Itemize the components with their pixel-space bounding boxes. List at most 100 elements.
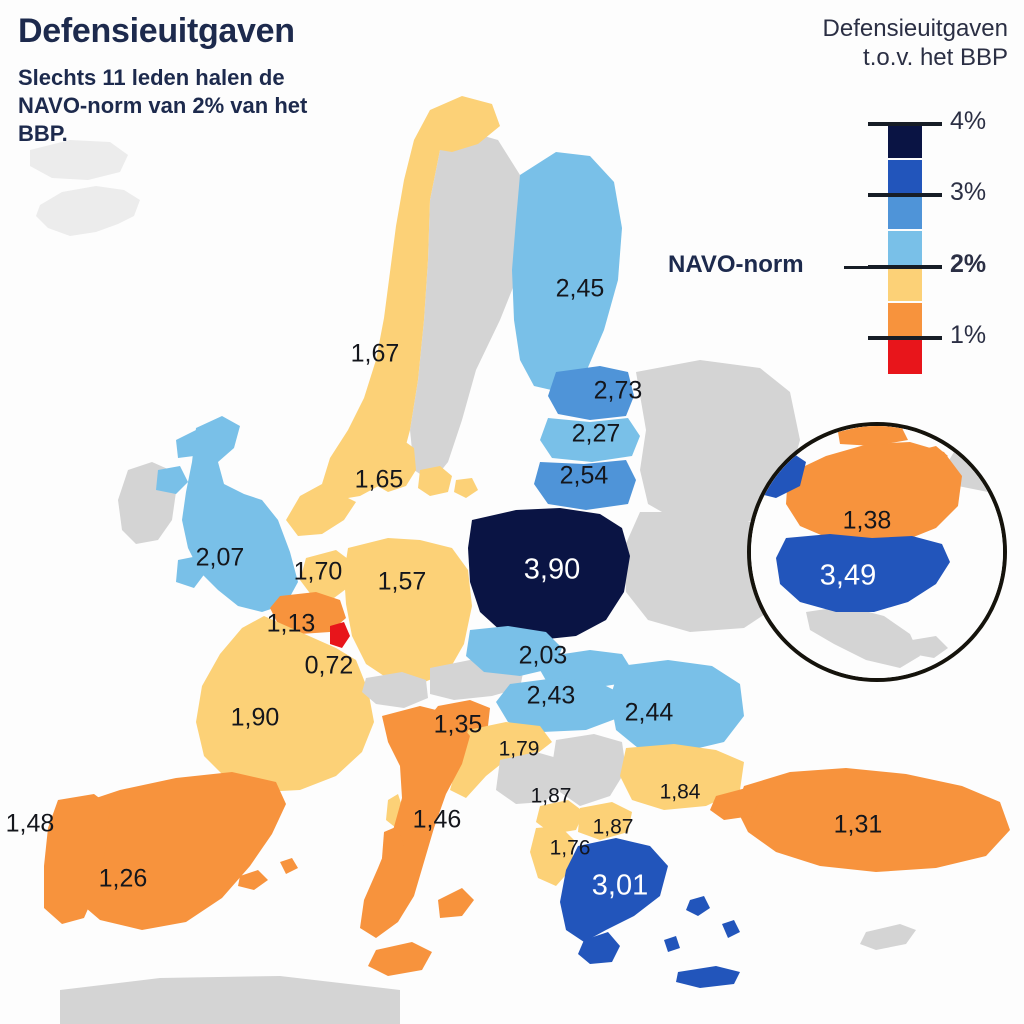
navo-norm-leader-line (844, 265, 888, 269)
denmark-islands (418, 466, 478, 498)
country-hongarije (496, 678, 622, 732)
map-label-slovenie: 1,35 (434, 711, 483, 739)
map-label-noorwegen: 1,67 (351, 340, 400, 368)
map-label-turkije: 1,31 (834, 811, 883, 839)
map-label-polen: 3,90 (524, 554, 580, 586)
headline-block: Defensieuitgaven Slechts 11 leden halen … (18, 12, 418, 148)
north-america-inset: 1,38 3,49 (747, 422, 1007, 682)
country-frankrijk (196, 616, 374, 792)
country-roemenie (610, 660, 744, 752)
norway-coast-detail (286, 484, 356, 536)
map-label-letland: 2,27 (572, 420, 621, 448)
legend-tick-label-1: 1% (950, 321, 987, 350)
inset-mexico (806, 606, 920, 668)
turkey-thrace (710, 788, 760, 820)
country-cyprus (860, 924, 916, 950)
inset-usa (776, 534, 950, 612)
greece-islands (664, 896, 740, 952)
spain-balearics (238, 858, 298, 890)
map-label-finland: 2,45 (556, 275, 605, 303)
legend-band-2 (888, 195, 922, 232)
map-label-nederland: 1,70 (294, 558, 343, 586)
uk-northern-ireland (156, 466, 188, 494)
map-label-albanie: 1,76 (550, 837, 591, 860)
map-label-portugal: 1,48 (6, 810, 55, 838)
uk-wales-detail (176, 556, 206, 588)
legend-band-1 (888, 159, 922, 196)
map-label-litouwen: 2,54 (560, 462, 609, 490)
country-bosnie (496, 752, 566, 804)
map-label-montenegro: 1,87 (531, 785, 572, 808)
italy-sardinia (382, 826, 404, 866)
country-rusland-belarus-oekraine (636, 360, 800, 528)
inset-canada (786, 442, 962, 542)
legend-band-0 (888, 124, 922, 160)
country-noorwegen (322, 96, 500, 500)
greece-crete (676, 966, 740, 988)
country-italie (360, 706, 470, 938)
legend-color-bar (888, 124, 922, 374)
legend-tick-line-1 (868, 336, 942, 341)
map-label-belgie: 1,13 (267, 610, 316, 638)
map-label-vk: 2,07 (196, 544, 245, 572)
country-ijsland (36, 186, 140, 236)
legend-band-5 (888, 302, 922, 339)
legend-tick-line-3 (868, 193, 942, 198)
page-subtitle: Slechts 11 leden halen de NAVO-norm van … (18, 64, 308, 146)
map-label-bulgarije: 1,84 (660, 781, 701, 804)
country-polen (468, 508, 630, 640)
legend-title: Defensieuitgaven t.o.v. het BBP (652, 14, 1008, 73)
inset-label-canada: 1,38 (843, 507, 892, 535)
country-belgie (270, 592, 346, 634)
legend-tick-label-2: 2% (950, 249, 987, 278)
greece-peloponnese (578, 932, 620, 964)
country-denemarken (370, 438, 416, 492)
legend-tick-line-2 (868, 264, 942, 269)
inset-canada-arctic (838, 426, 948, 464)
map-label-spanje: 1,26 (99, 865, 148, 893)
country-groenland (30, 140, 128, 180)
legend-band-4 (888, 266, 922, 303)
country-letland (540, 418, 640, 462)
country-portugal (44, 794, 110, 924)
map-label-duitsland: 1,57 (378, 568, 427, 596)
inset-label-vs: 3,49 (820, 560, 876, 592)
legend-tick-label-3: 3% (950, 178, 987, 207)
legend-tick-line-4 (868, 122, 942, 126)
map-label-tsjechie: 2,03 (519, 642, 568, 670)
country-finland (512, 152, 622, 392)
map-label-estland: 2,73 (594, 377, 643, 405)
country-servie (552, 734, 626, 806)
italy-heel (438, 888, 474, 918)
legend-title-line2: t.o.v. het BBP (863, 44, 1008, 72)
country-zweden (410, 132, 528, 482)
country-estland (548, 366, 634, 420)
map-label-denemarken: 1,65 (355, 466, 404, 494)
country-turkije (736, 768, 1010, 872)
map-label-macedonie: 1,87 (593, 816, 634, 839)
country-verenigd-koninkrijk (182, 416, 298, 612)
map-label-slowakije: 2,43 (527, 682, 576, 710)
country-luxemburg (330, 622, 350, 648)
map-label-italie: 1,46 (413, 806, 462, 834)
country-zwitserland (362, 672, 428, 708)
navo-norm-label: NAVO-norm (668, 250, 804, 278)
map-label-luxemburg: 0,72 (305, 652, 354, 680)
uk-scotland-detail (176, 430, 206, 458)
legend: Defensieuitgaven t.o.v. het BBP 4% 3% 2% 1%… (654, 14, 1014, 384)
country-bulgarije (620, 744, 744, 810)
legend-band-3 (888, 231, 922, 267)
country-tsjechie (466, 626, 562, 676)
page-title: Defensieuitgaven (18, 12, 295, 50)
italy-sicily (368, 942, 432, 976)
country-montenegro (536, 800, 584, 834)
map-label-hongarije: 2,44 (625, 699, 674, 727)
legend-band-6 (888, 338, 922, 374)
country-noord-afrika (60, 976, 400, 1024)
country-duitsland (344, 538, 472, 684)
country-litouwen (534, 460, 636, 510)
country-spanje (60, 772, 286, 930)
